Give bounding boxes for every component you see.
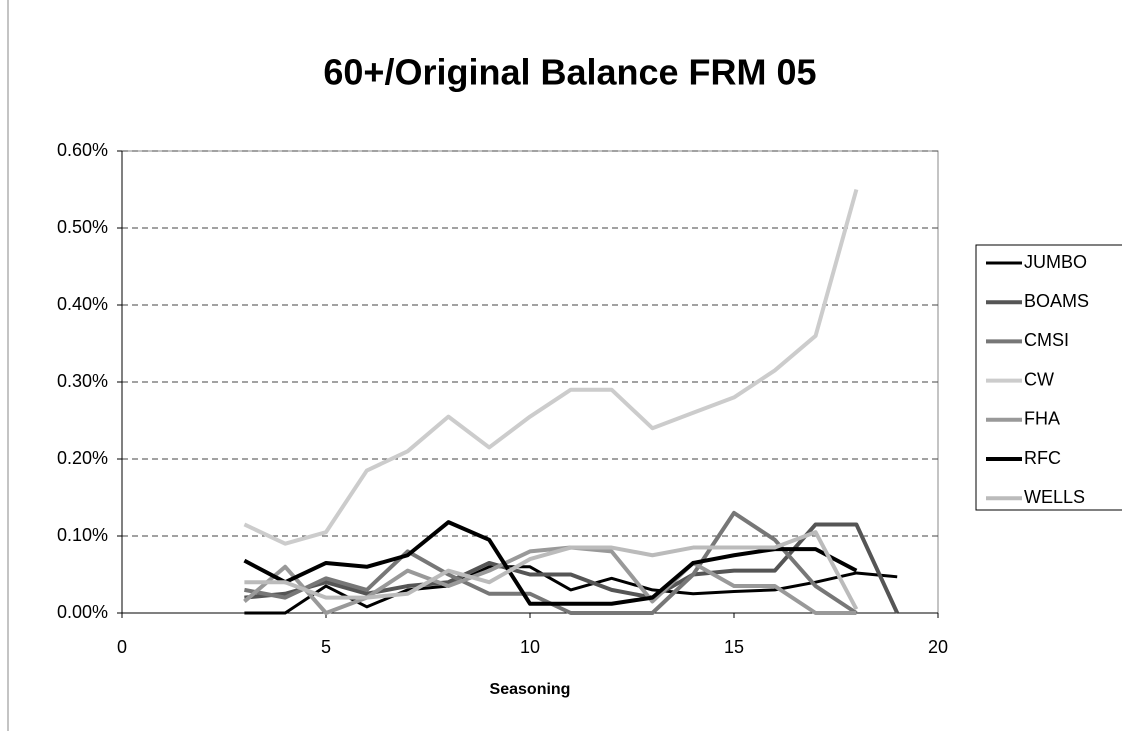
- y-tick-label: 0.00%: [57, 602, 108, 622]
- y-tick-label: 0.30%: [57, 371, 108, 391]
- y-tick-label: 0.50%: [57, 217, 108, 237]
- chart-border: [7, 0, 9, 731]
- series-line: [243, 520, 858, 606]
- legend-label: CMSI: [1024, 330, 1069, 350]
- series-line: [244, 530, 859, 611]
- y-tick-label: 0.60%: [57, 140, 108, 160]
- x-tick-label: 15: [724, 637, 744, 657]
- legend-label: RFC: [1024, 448, 1061, 468]
- x-tick-label: 5: [321, 637, 331, 657]
- x-tick-label: 20: [928, 637, 948, 657]
- legend-label: WELLS: [1024, 487, 1085, 507]
- y-tick-label: 0.40%: [57, 294, 108, 314]
- series-line: [243, 545, 857, 615]
- y-tick-label: 0.20%: [57, 448, 108, 468]
- y-tick-label: 0.10%: [57, 525, 108, 545]
- chart-title: 60+/Original Balance FRM 05: [323, 52, 816, 93]
- x-tick-label: 0: [117, 637, 127, 657]
- series-line: [244, 565, 898, 615]
- legend-box: [975, 244, 1122, 511]
- series-line: [243, 188, 859, 546]
- legend-label: CW: [1024, 369, 1054, 389]
- x-tick-label: 10: [520, 637, 540, 657]
- legend-label: FHA: [1024, 409, 1060, 429]
- legend-label: JUMBO: [1024, 252, 1087, 272]
- x-axis-label: Seasoning: [490, 681, 571, 698]
- legend-label: BOAMS: [1024, 291, 1089, 311]
